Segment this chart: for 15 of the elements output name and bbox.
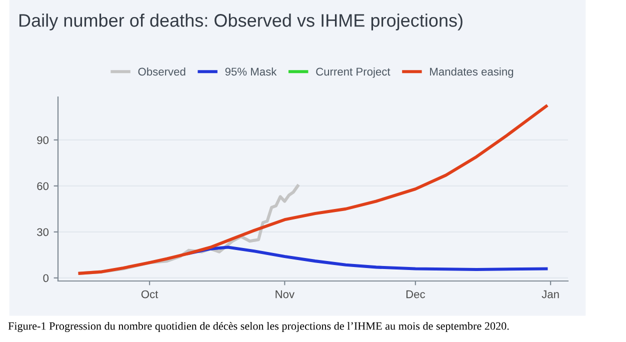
y-tick-label: 0 (43, 274, 49, 282)
legend-label: Mandates easing (430, 67, 514, 78)
chart-title: Daily number of deaths: Observed vs IHME projections) (19, 14, 462, 30)
legend-label: Observed (138, 67, 186, 76)
y-tick-label: 60 (37, 182, 49, 190)
y-tick-label: 90 (37, 136, 49, 144)
text: Figure-1 Progression du nombre quotidien de décès selon les projections de l’IHME au mois de septembre 2020. (8, 322, 509, 332)
line-series (78, 104, 548, 275)
y-tick-label: 30 (37, 228, 49, 236)
x-tick-label: Jan (542, 290, 559, 298)
x-tick-label: Nov (276, 290, 295, 298)
legend-label: 95% Mask (225, 67, 277, 76)
x-tick-label: Dec (406, 290, 426, 298)
x-tick-label: Oct (141, 290, 158, 298)
legend-label: Current Project (316, 67, 390, 78)
